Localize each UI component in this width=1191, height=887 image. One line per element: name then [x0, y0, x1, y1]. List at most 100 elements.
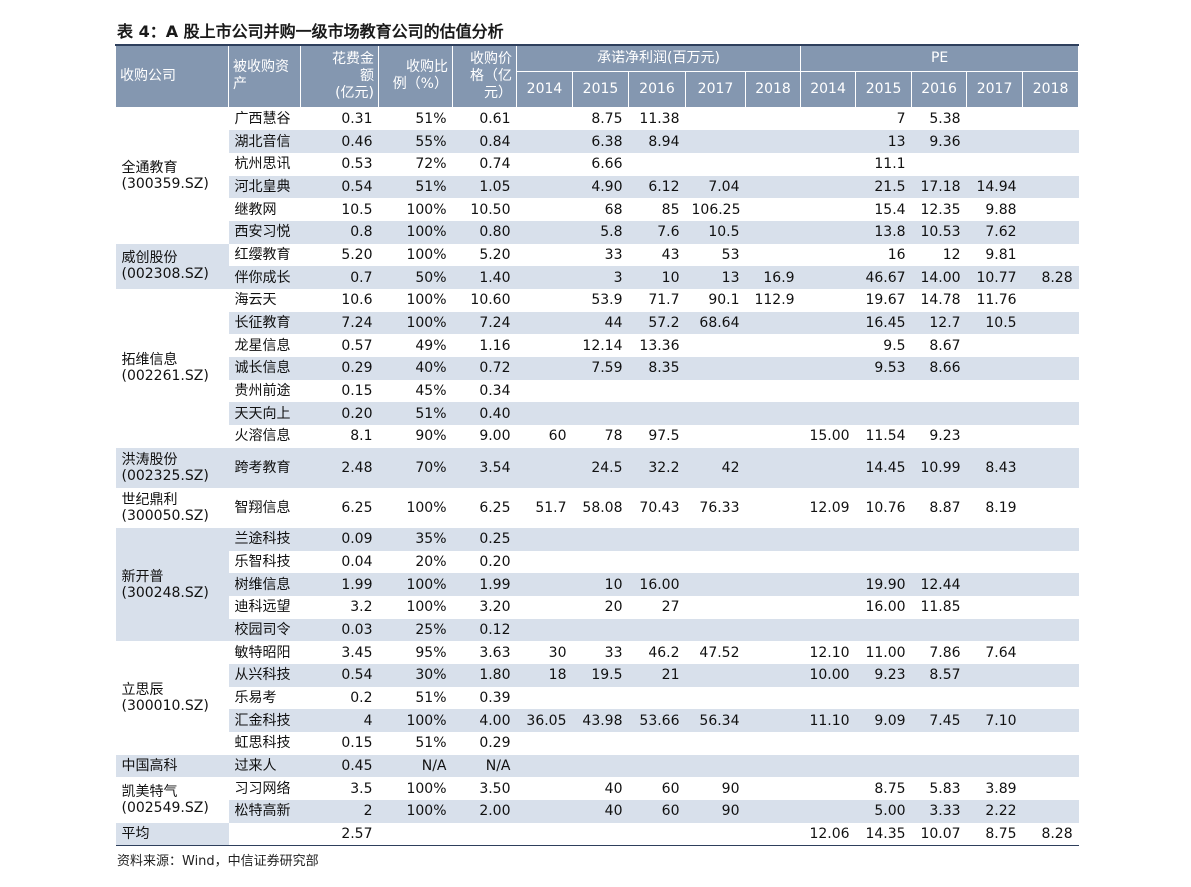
value-cell: 11.76 [976, 292, 1017, 309]
value-cell [966, 130, 1023, 153]
asset-name: 树维信息 [228, 573, 301, 596]
value-cell [516, 266, 573, 289]
value-cell [1023, 488, 1079, 528]
value-cell: 9.23 [855, 663, 912, 687]
table-title: 表 4：A 股上市公司并购一级市场教育公司的估值分析 [117, 22, 504, 41]
value-cell: 9.53 [855, 357, 912, 380]
value-cell: 76.33 [699, 499, 740, 516]
value-cell [516, 220, 573, 244]
value-cell: 3.63 [479, 644, 511, 661]
value-cell [746, 823, 801, 846]
value-cell: 0.03 [300, 618, 379, 642]
value-cell: 12.35 [920, 201, 961, 218]
value-cell: 100% [378, 800, 453, 823]
value-cell [966, 527, 1023, 551]
value-cell: 7.62 [966, 220, 1023, 244]
value-cell [856, 687, 912, 710]
company-code: (002261.SZ) [121, 368, 209, 385]
value-cell [629, 551, 686, 574]
table-header: 收购公司 被收购资产花费金额 (亿元) 收购比 例（%） 收购价 格（亿 元） 承诺净利润(百万… [115, 44, 1080, 108]
value-cell [1022, 709, 1079, 732]
value-cell: 45% [415, 383, 447, 400]
value-cell: 7.24 [452, 311, 517, 335]
value-cell: 5.00 [855, 800, 912, 823]
value-cell [517, 198, 573, 221]
value-cell: 14.78 [920, 292, 961, 309]
value-cell: 16.00 [628, 573, 686, 596]
value-cell: 7.45 [911, 709, 967, 732]
value-cell: 0.46 [300, 130, 379, 153]
value-cell [966, 357, 1023, 380]
value-cell [1023, 596, 1079, 619]
value-cell: 47.52 [699, 644, 740, 661]
source-note: 资料来源：Wind，中信证券研究部 [117, 854, 319, 869]
asset-name: 广西慧谷 [234, 110, 291, 127]
value-cell: 7.64 [985, 644, 1017, 661]
value-cell [1023, 551, 1079, 574]
value-cell [1022, 175, 1079, 199]
value-cell [967, 551, 1023, 574]
value-cell: 100% [378, 709, 453, 732]
data-row: 迪科远望 3.2 100% 3.20 20 27 16.00 11.85 [116, 596, 1079, 619]
value-cell [517, 289, 573, 312]
value-cell: 0.54 [300, 663, 379, 687]
value-cell [800, 754, 856, 778]
data-row: 西安习悦 0.8 100% 0.80 5.8 7.6 10.5 13.8 10.53 7.62 [116, 220, 1079, 244]
company-cell: 拓维信息 (002261.SZ) [116, 289, 229, 448]
value-cell: 46.67 [855, 266, 912, 289]
value-cell [856, 732, 912, 755]
value-cell [1023, 425, 1079, 448]
value-cell [801, 687, 856, 710]
value-cell: 12 [942, 246, 961, 263]
data-row: 天天向上 0.20 51% 0.40 [116, 402, 1079, 426]
asset-name: 红缨教育 [234, 246, 291, 263]
value-cell [967, 380, 1023, 403]
value-cell: 7.59 [572, 357, 629, 380]
value-cell: 1.40 [452, 266, 517, 289]
value-cell [966, 573, 1023, 596]
value-cell [685, 527, 746, 551]
header-row: 收购公司 被收购资产花费金额 (亿元) 收购比 例（%） 收购价 格（亿 元） 承诺净利润(百万… [115, 44, 1080, 108]
value-cell: 10.53 [911, 220, 967, 244]
value-cell: 90% [415, 428, 447, 445]
data-row: 伴你成长 0.7 50% 1.40 3 10 13 16.9 46.67 14.00 10.77 8.… [116, 266, 1079, 289]
value-cell: 1.05 [452, 175, 517, 199]
asset-name: 继教网 [234, 201, 277, 218]
value-cell: 8.75 [874, 780, 906, 797]
company-name: 中国高科 [121, 758, 178, 775]
value-cell [517, 153, 573, 176]
asset-name: 海云天 [234, 292, 277, 309]
value-cell: 11.10 [800, 709, 856, 732]
value-cell [746, 198, 801, 221]
asset-name: 汇金科技 [228, 709, 301, 732]
value-cell [746, 244, 801, 267]
value-cell [517, 334, 573, 357]
value-cell [516, 357, 573, 380]
value-cell: 0.7 [300, 266, 379, 289]
value-cell [745, 800, 801, 823]
value-cell [629, 823, 686, 846]
value-cell: 10.99 [911, 447, 967, 488]
value-cell: 72% [415, 156, 447, 173]
value-cell: N/A [452, 754, 517, 778]
value-cell [685, 357, 746, 380]
value-cell [746, 488, 801, 528]
value-cell: 60 [548, 428, 567, 445]
value-cell [745, 663, 801, 687]
value-cell: 40% [378, 357, 453, 380]
value-cell: 0.15 [341, 735, 373, 752]
value-cell [629, 153, 686, 176]
value-cell [801, 732, 856, 755]
value-cell [1022, 800, 1079, 823]
value-cell [800, 573, 856, 596]
value-cell: 100% [406, 201, 447, 218]
company-cell: 世纪鼎利 (300050.SZ) [116, 488, 229, 528]
company-cell: 新开普 (300248.SZ) [115, 527, 229, 642]
value-cell: 30% [378, 663, 453, 687]
value-cell [572, 754, 629, 778]
value-cell [745, 618, 801, 642]
year-header: 2015 [855, 70, 913, 108]
data-row: 世纪鼎利 (300050.SZ) 智翔信息 6.25 100% 6.25 51.7 58.08… [116, 488, 1079, 528]
value-cell: 17.18 [911, 175, 967, 199]
value-cell [912, 732, 967, 755]
